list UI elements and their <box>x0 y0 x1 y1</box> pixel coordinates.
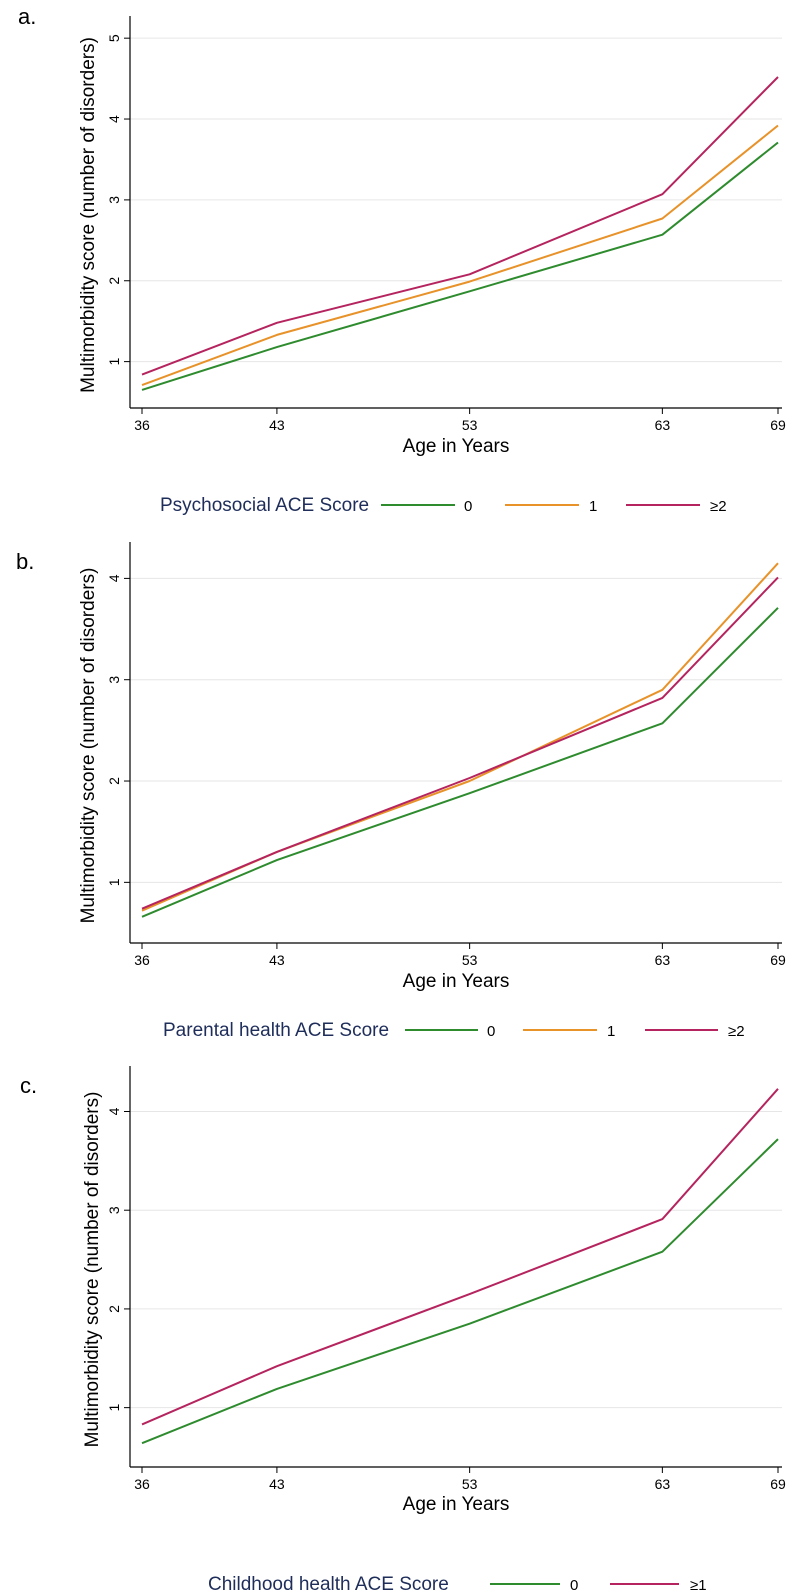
chart-panel-b: b. 1 2 3 4 36 43 53 63 69 Age in Years Multimorbidi… <box>16 542 786 1041</box>
x-tick-label: 53 <box>462 952 478 968</box>
x-tick-label: 63 <box>655 417 671 433</box>
x-tick-label: 36 <box>134 417 150 433</box>
x-tick-label: 43 <box>269 952 285 968</box>
legend-label: 0 <box>464 498 472 515</box>
legend-label: ≥2 <box>710 498 727 515</box>
y-tick-label: 4 <box>106 1107 122 1115</box>
panel-label: a. <box>18 4 36 29</box>
x-axis-title: Age in Years <box>403 971 510 992</box>
y-tick-label: 1 <box>106 878 122 886</box>
x-tick-label: 36 <box>134 1476 150 1492</box>
x-tick-label: 43 <box>269 1476 285 1492</box>
x-tick-label: 63 <box>655 1476 671 1492</box>
series-line <box>141 607 779 918</box>
legend-title: Psychosocial ACE Score <box>160 495 369 516</box>
legend-title: Parental health ACE Score <box>163 1020 389 1041</box>
legend-label: ≥1 <box>690 1577 707 1592</box>
y-tick-label: 3 <box>106 196 122 204</box>
series-line <box>141 562 779 912</box>
legend-title: Childhood health ACE Score <box>208 1574 449 1592</box>
legend-label: 0 <box>570 1577 578 1592</box>
legend-label: 1 <box>607 1023 615 1040</box>
legend-label: ≥2 <box>728 1023 745 1040</box>
x-tick-label: 69 <box>770 417 786 433</box>
y-tick-label: 1 <box>106 358 122 366</box>
x-tick-label: 53 <box>462 1476 478 1492</box>
x-tick-label: 69 <box>770 1476 786 1492</box>
y-tick-label: 4 <box>106 574 122 582</box>
series-line <box>141 76 779 376</box>
y-axis-title: Multimorbidity score (number of disorder… <box>78 37 99 393</box>
y-tick-label: 3 <box>106 1206 122 1214</box>
x-tick-label: 69 <box>770 952 786 968</box>
x-axis-title: Age in Years <box>403 436 510 457</box>
x-tick-label: 36 <box>134 952 150 968</box>
series-line <box>141 1088 779 1426</box>
x-tick-label: 43 <box>269 417 285 433</box>
x-tick-label: 63 <box>655 952 671 968</box>
chart-panel-a: a. 1 2 3 4 5 36 43 53 63 69 Age in Years Multimorbid… <box>18 4 786 516</box>
series-line <box>141 141 779 391</box>
series-line <box>141 1138 779 1445</box>
legend-label: 1 <box>589 498 597 515</box>
series-line <box>141 124 779 387</box>
x-axis-title: Age in Years <box>403 1494 510 1515</box>
series-line <box>141 576 779 910</box>
y-tick-label: 1 <box>106 1404 122 1412</box>
y-axis-title: Multimorbidity score (number of disorder… <box>82 1092 103 1448</box>
y-tick-label: 2 <box>106 1305 122 1313</box>
chart-panel-c: c. 1 2 3 4 36 43 53 63 69 Age in Years Multimorbidi… <box>20 1066 786 1592</box>
panel-label: c. <box>20 1073 37 1098</box>
y-tick-label: 4 <box>106 115 122 123</box>
y-tick-label: 2 <box>106 277 122 285</box>
x-tick-label: 53 <box>462 417 478 433</box>
y-axis-title: Multimorbidity score (number of disorder… <box>78 568 99 924</box>
panel-label: b. <box>16 549 34 574</box>
y-tick-label: 5 <box>106 34 122 42</box>
y-tick-label: 3 <box>106 676 122 684</box>
legend-label: 0 <box>487 1023 495 1040</box>
y-tick-label: 2 <box>106 777 122 785</box>
